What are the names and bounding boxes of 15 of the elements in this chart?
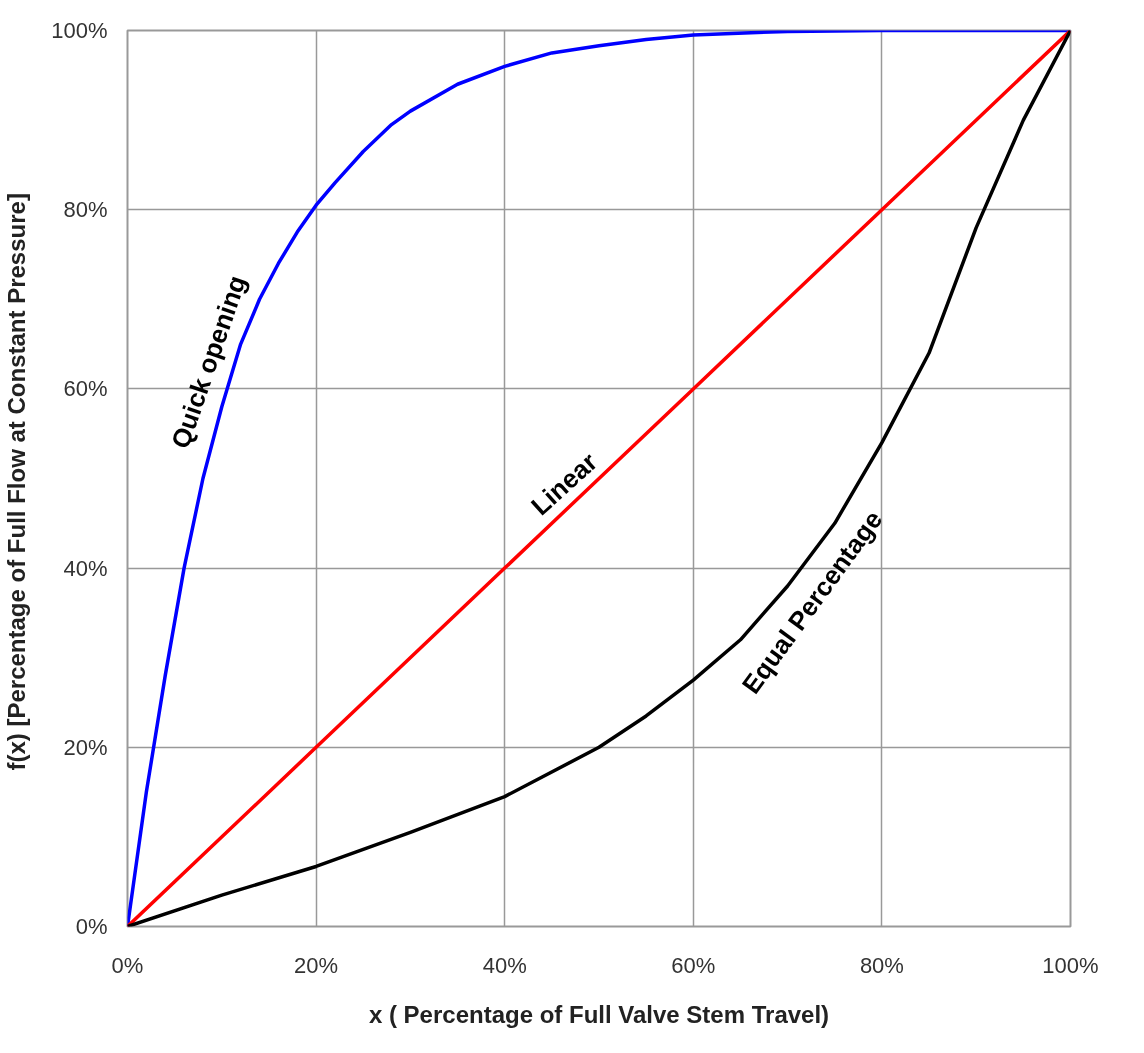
y-tick-label: 20%: [63, 734, 108, 760]
x-tick-label: 100%: [1042, 952, 1099, 978]
y-axis-title: f(x) [Percentage of Full Flow at Constant Pressure]: [3, 193, 31, 771]
x-tick-label: 60%: [671, 952, 716, 978]
x-tick-label: 20%: [294, 952, 339, 978]
x-tick-label: 80%: [859, 952, 904, 978]
y-tick-label: 60%: [63, 376, 108, 402]
x-tick-label: 40%: [482, 952, 527, 978]
y-tick-label: 40%: [63, 555, 108, 581]
y-tick-label: 100%: [51, 18, 108, 43]
y-tick-label: 80%: [63, 197, 108, 223]
y-tick-label: 0%: [75, 914, 108, 939]
x-tick-label: 0%: [111, 952, 144, 978]
line-series: [127, 30, 1071, 927]
x-axis-title: x ( Percentage of Full Valve Stem Travel): [368, 1000, 830, 1028]
